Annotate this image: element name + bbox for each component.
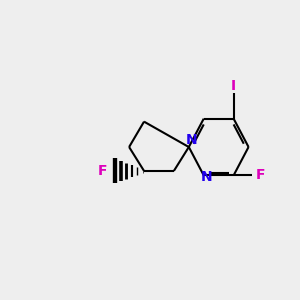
Text: I: I [231, 79, 236, 93]
Text: N: N [186, 133, 198, 146]
Text: N: N [201, 170, 212, 184]
Text: F: F [98, 164, 108, 178]
Text: F: F [256, 168, 265, 182]
